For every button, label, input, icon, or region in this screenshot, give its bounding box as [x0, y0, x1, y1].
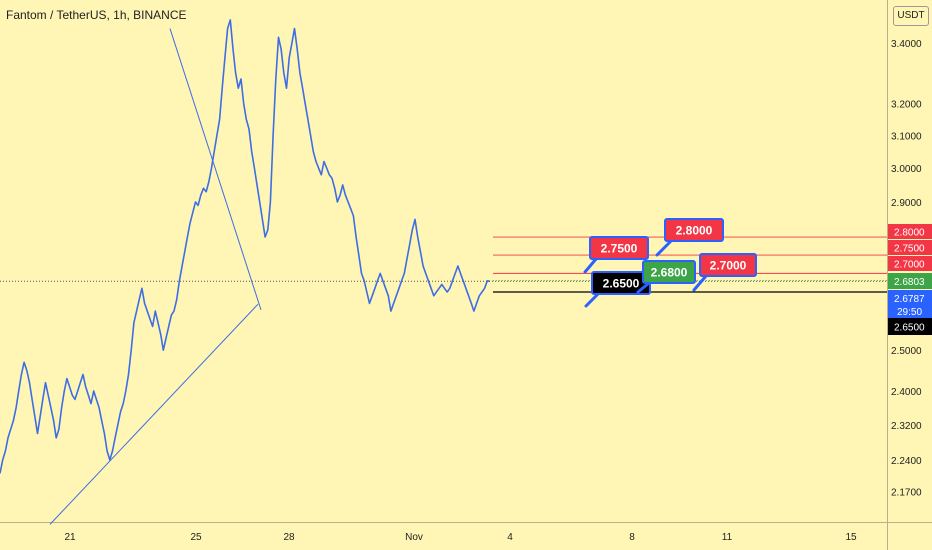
price-axis-label-box-3: [888, 273, 932, 289]
price-axis-label-text-1: 2.7500: [894, 244, 925, 255]
callout-box-4: [699, 253, 757, 277]
x-tick-label-4: 4: [507, 532, 513, 543]
callout-2: 2.6500: [584, 271, 651, 308]
callout-pointer-1: [655, 239, 673, 257]
x-tick-label-7: 15: [845, 532, 857, 543]
y-tick-label-2: 3.1000: [891, 131, 922, 142]
callout-label-3: 2.6800: [651, 266, 688, 280]
price-axis-label-2: 2.7000: [888, 256, 932, 271]
y-tick-label-8: 2.2400: [891, 456, 922, 467]
y-tick-label-0: 3.4000: [891, 39, 922, 50]
callout-pointer-0: [583, 257, 598, 274]
price-series-line: [0, 19, 491, 474]
callout-label-4: 2.7000: [710, 259, 747, 273]
callout-pointer-4: [692, 274, 708, 292]
price-axis-label-box-4: [888, 290, 932, 320]
callout-pointer-3: [636, 281, 651, 294]
price-axis-label-box-5: [888, 318, 932, 335]
price-axis-label-text-5: 2.6500: [894, 323, 925, 334]
price-axis-label-5: 2.6500: [888, 318, 932, 335]
callout-box-1: [664, 218, 724, 242]
y-tick-label-5: 2.5000: [891, 346, 922, 357]
x-tick-label-3: Nov: [405, 532, 423, 543]
x-tick-label-2: 28: [283, 532, 295, 543]
callout-box-0: [589, 236, 649, 260]
callout-label-2: 2.6500: [603, 277, 640, 291]
callout-0: 2.7500: [583, 236, 649, 274]
currency-button[interactable]: USDT: [893, 6, 929, 26]
callout-1: 2.8000: [655, 218, 724, 257]
y-tick-label-3: 3.0000: [891, 164, 922, 175]
x-tick-label-1: 25: [190, 532, 202, 543]
x-tick-label-6: 11: [722, 532, 733, 543]
price-axis-label-3: 2.6803: [888, 273, 932, 289]
callout-box-3: [642, 260, 696, 284]
trendline-0: [49, 303, 259, 525]
y-tick-label-9: 2.1700: [891, 488, 922, 499]
price-axis-label-text-3: 2.6803: [894, 277, 925, 288]
price-axis-label-box-2: [888, 256, 932, 271]
callout-pointer-2: [584, 292, 600, 308]
x-tick-label-0: 21: [64, 532, 76, 543]
y-tick-label-4: 2.9000: [891, 198, 922, 209]
price-axis-label-0: 2.8000: [888, 224, 932, 239]
callout-label-0: 2.7500: [601, 242, 638, 256]
price-axis-label-text-2: 2.7000: [894, 260, 925, 271]
callout-3: 2.6800: [636, 260, 696, 294]
y-tick-label-1: 3.2000: [891, 100, 922, 111]
x-tick-label-5: 8: [629, 532, 635, 543]
price-axis-label-1: 2.7500: [888, 240, 932, 255]
price-axis-label-4: 2.6787 29:50: [888, 290, 932, 320]
callout-4: 2.7000: [692, 253, 757, 292]
trendline-1: [169, 28, 262, 311]
callout-label-1: 2.8000: [676, 224, 713, 238]
price-axis-label-text-0: 2.8000: [894, 228, 925, 239]
chart-title: Fantom / TetherUS, 1h, BINANCE: [6, 8, 187, 22]
y-tick-label-7: 2.3200: [891, 421, 922, 432]
y-tick-label-6: 2.4000: [891, 387, 922, 398]
price-axis-label-box-0: [888, 224, 932, 239]
countdown-text: 29:50: [897, 307, 922, 318]
price-axis-label-box-1: [888, 240, 932, 255]
price-axis-label-text-4: 2.6787: [894, 294, 925, 305]
